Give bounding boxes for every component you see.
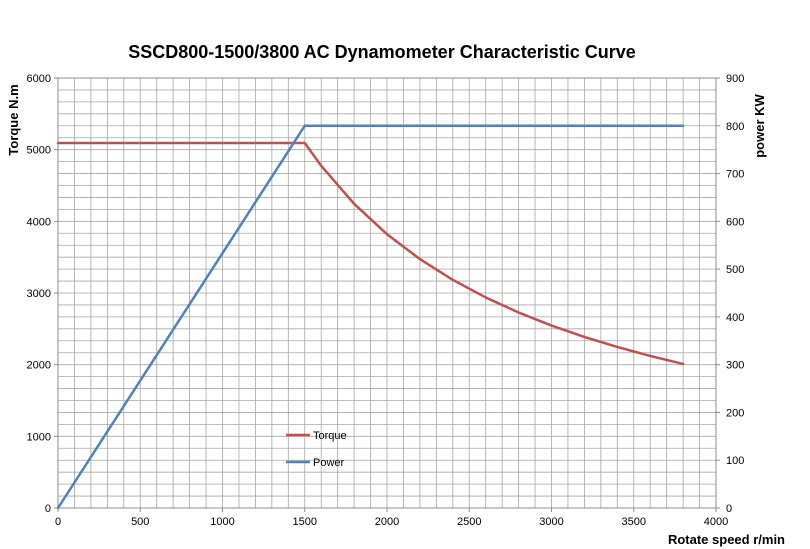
chart-title: SSCD800-1500/3800 AC Dynamometer Charact… (128, 42, 636, 62)
y2-tick-label: 500 (726, 264, 744, 276)
y-tick-label: 4000 (27, 216, 51, 228)
y2-tick-label: 300 (726, 360, 744, 372)
legend: Torque Power (286, 430, 347, 469)
y-tick-label: 2000 (27, 360, 51, 372)
x-tick-label: 2500 (457, 516, 481, 528)
y2-tick-label: 700 (726, 169, 744, 181)
y2-tick-label: 200 (726, 407, 744, 419)
x-tick-label: 3000 (539, 516, 563, 528)
grid (57, 77, 717, 509)
y2-tick-label: 0 (726, 503, 732, 515)
x-tick-label: 1500 (293, 516, 317, 528)
y-tick-label: 0 (45, 503, 51, 515)
x-axis-ticks: 0 500 1000 1500 2000 2500 3000 3500 4000 (55, 508, 728, 528)
y2-tick-label: 100 (726, 455, 744, 467)
x-tick-label: 4000 (704, 516, 728, 528)
x-tick-label: 2000 (375, 516, 399, 528)
y-tick-label: 3000 (27, 288, 51, 300)
y-tick-label: 5000 (27, 145, 51, 157)
y-axis-left-ticks: 0 1000 2000 3000 4000 5000 6000 (27, 73, 58, 515)
series-line-power (56, 124, 685, 510)
y-tick-label: 6000 (27, 73, 51, 85)
y2-tick-label: 800 (726, 121, 744, 133)
y-axis-right-title: power KW (752, 93, 767, 157)
series-line-torque (56, 141, 685, 366)
x-tick-label: 1000 (210, 516, 234, 528)
x-axis-title: Rotate speed r/min (668, 532, 785, 547)
legend-label-power: Power (313, 457, 345, 469)
y2-tick-label: 600 (726, 216, 744, 228)
legend-label-torque: Torque (313, 430, 347, 442)
y-tick-label: 1000 (27, 431, 51, 443)
y-axis-left-title: Torque N.m (6, 84, 21, 155)
x-tick-label: 0 (55, 516, 61, 528)
x-tick-label: 500 (131, 516, 149, 528)
y2-tick-label: 900 (726, 73, 744, 85)
series (56, 124, 685, 510)
y-axis-right-ticks: 0 100 200 300 400 500 600 700 800 900 (716, 73, 744, 515)
x-tick-label: 3500 (622, 516, 646, 528)
y2-tick-label: 400 (726, 312, 744, 324)
